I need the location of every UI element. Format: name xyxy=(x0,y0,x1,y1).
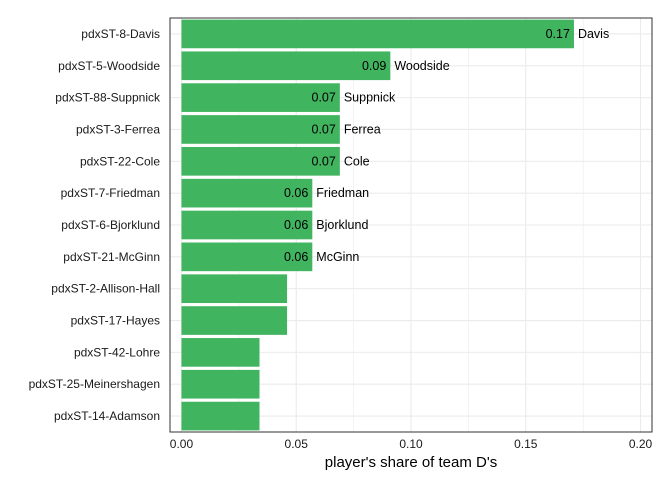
plot-border xyxy=(169,17,653,433)
y-tick-label: pdxST-3-Ferrea xyxy=(76,122,160,136)
bar xyxy=(181,306,288,335)
y-tick-label: pdxST-7-Friedman xyxy=(61,186,160,200)
y-axis-tick-labels: pdxST-8-Davis pdxST-5-Woodside pdxST-88-Su… xyxy=(29,27,161,423)
bar xyxy=(181,83,340,112)
bars xyxy=(181,19,574,431)
bar xyxy=(181,274,288,304)
x-axis-title: player's share of team D's xyxy=(325,454,497,471)
y-tick-label: pdxST-14-Adamson xyxy=(54,409,160,423)
y-tick-label: pdxST-88-Suppnick xyxy=(55,91,161,105)
bar-name-label: Cole xyxy=(344,154,370,168)
x-tick-label: 0.00 xyxy=(170,437,194,451)
bar-value-label: 0.06 xyxy=(284,186,308,200)
bar-labels: 0.17 Davis 0.09 Woodside 0.07 Suppnick 0.07 Fer… xyxy=(284,27,609,264)
x-axis-tick-labels: 0.00 0.05 0.10 0.15 0.20 xyxy=(170,437,653,451)
bar xyxy=(181,242,313,272)
bar xyxy=(181,401,260,431)
bar-value-label: 0.07 xyxy=(312,122,336,136)
bar xyxy=(181,369,260,399)
y-tick-label: pdxST-42-Lohre xyxy=(74,345,160,359)
bar-value-label: 0.06 xyxy=(284,218,308,232)
x-tick-label: 0.15 xyxy=(514,437,538,451)
bar-value-label: 0.07 xyxy=(312,91,336,105)
bar-value-label: 0.17 xyxy=(546,27,570,41)
y-tick-label: pdxST-8-Davis xyxy=(81,27,160,41)
bar-name-label: Ferrea xyxy=(344,122,381,136)
bar-name-label: McGinn xyxy=(316,250,359,264)
bar xyxy=(181,338,260,367)
bar-name-label: Davis xyxy=(578,27,609,41)
y-tick-label: pdxST-25-Meinershagen xyxy=(29,377,160,391)
bar-value-label: 0.09 xyxy=(362,59,386,73)
y-tick-label: pdxST-21-McGinn xyxy=(63,250,160,264)
bar-value-label: 0.07 xyxy=(312,154,336,168)
bar xyxy=(181,178,313,208)
y-tick-label: pdxST-2-Allison-Hall xyxy=(51,282,160,296)
bar-name-label: Friedman xyxy=(316,186,369,200)
bar xyxy=(181,51,391,81)
x-tick-label: 0.20 xyxy=(629,437,653,451)
bar-name-label: Bjorklund xyxy=(316,218,368,232)
bar xyxy=(181,210,313,240)
bar xyxy=(181,115,340,144)
bar-value-label: 0.06 xyxy=(284,250,308,264)
y-tick-label: pdxST-5-Woodside xyxy=(58,59,160,73)
y-tick-label: pdxST-17-Hayes xyxy=(71,314,160,328)
x-tick-label: 0.10 xyxy=(399,437,423,451)
y-tick-label: pdxST-22-Cole xyxy=(80,154,160,168)
bar xyxy=(181,19,574,49)
bar xyxy=(181,146,340,176)
x-tick-label: 0.05 xyxy=(285,437,309,451)
y-tick-label: pdxST-6-Bjorklund xyxy=(61,218,160,232)
bar-name-label: Suppnick xyxy=(344,91,396,105)
bar-name-label: Woodside xyxy=(394,59,449,73)
